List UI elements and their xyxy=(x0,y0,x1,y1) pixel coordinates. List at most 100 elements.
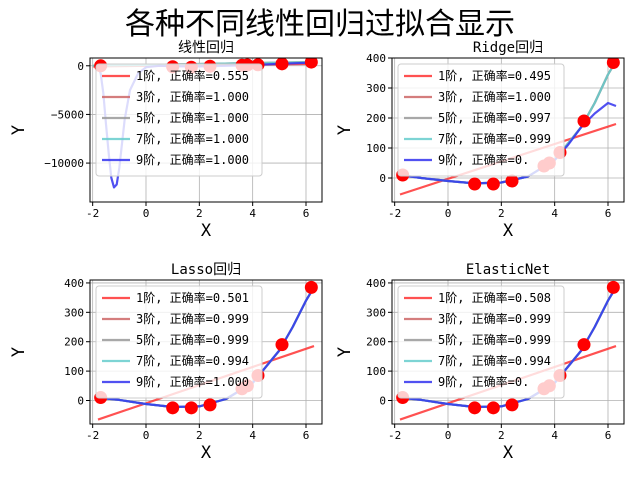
legend-label: 3阶, 正确率=0.999 xyxy=(136,311,249,326)
panel-title: ElasticNet xyxy=(466,262,550,278)
data-point xyxy=(505,398,519,412)
legend-label: 7阶, 正确率=1.000 xyxy=(136,131,249,146)
x-tick-label: 6 xyxy=(303,207,310,220)
y-axis-label: Y xyxy=(9,347,29,357)
legend-box xyxy=(95,63,263,177)
legend: 1阶, 正确率=0.501 3阶, 正确率=0.999 5阶, 正确率=0.999 7… xyxy=(95,285,263,399)
data-point xyxy=(505,174,519,188)
panel-ridge-regression: -2 0 2 4 6 0 100 200 300 400 Ridge回归 X Y 1阶, 正确率=0.49… xyxy=(335,39,625,241)
y-tick-label: 0 xyxy=(379,172,386,185)
axes-frame xyxy=(89,57,323,203)
y-tick-label: 100 xyxy=(366,142,386,155)
x-tick-label: 0 xyxy=(445,429,452,442)
x-tick-label: 6 xyxy=(303,429,310,442)
data-point xyxy=(304,58,318,69)
legend-label: 5阶, 正确率=0.999 xyxy=(136,332,249,347)
y-axis-label: Y xyxy=(335,125,355,135)
x-tick-label: 2 xyxy=(498,207,505,220)
data-point xyxy=(606,58,620,69)
legend-label: 9阶, 正确率=0. xyxy=(438,374,529,389)
legend-label: 3阶, 正确率=1.000 xyxy=(136,89,249,104)
y-tick-label: 200 xyxy=(64,336,84,349)
x-tick-label: -2 xyxy=(86,429,99,442)
x-tick-label: 2 xyxy=(498,429,505,442)
y-tick-label: 0 xyxy=(77,394,84,407)
x-tick-label: 4 xyxy=(551,429,558,442)
y-axis-label: Y xyxy=(335,347,355,357)
legend-box xyxy=(397,285,565,399)
legend-box xyxy=(95,285,263,399)
legend-label: 9阶, 正确率=1.000 xyxy=(136,152,249,167)
axes-frame xyxy=(391,57,625,203)
x-tick-label: 6 xyxy=(605,429,612,442)
x-axis-label: X xyxy=(503,221,514,241)
x-tick-label: -2 xyxy=(86,207,99,220)
x-axis-label: X xyxy=(201,443,212,463)
x-tick-label: 0 xyxy=(143,429,150,442)
series-line-5 xyxy=(399,286,617,409)
x-axis-label: X xyxy=(503,443,514,463)
panel-title: Ridge回归 xyxy=(473,39,543,56)
legend-label: 9阶, 正确率=0. xyxy=(438,152,529,167)
y-tick-label: −10000 xyxy=(44,157,84,170)
legend-label: 1阶, 正确率=0.555 xyxy=(136,68,249,83)
data-point xyxy=(468,177,482,191)
x-tick-label: 4 xyxy=(249,429,256,442)
y-tick-label: 200 xyxy=(366,336,386,349)
y-axis-label: Y xyxy=(9,125,29,135)
axes-frame xyxy=(391,279,625,425)
legend-label: 9阶, 正确率=1.000 xyxy=(136,374,249,389)
y-tick-label: 0 xyxy=(77,60,84,73)
y-tick-label: 400 xyxy=(64,277,84,290)
legend: 1阶, 正确率=0.495 3阶, 正确率=1.000 5阶, 正确率=0.997 7… xyxy=(397,63,565,177)
y-tick-label: 300 xyxy=(366,82,386,95)
x-tick-label: 2 xyxy=(196,429,203,442)
data-point xyxy=(486,401,500,415)
y-tick-label: 100 xyxy=(366,365,386,378)
legend-label: 1阶, 正确率=0.508 xyxy=(438,290,551,305)
data-point xyxy=(275,58,289,71)
legend: 1阶, 正确率=0.508 3阶, 正确率=0.999 5阶, 正确率=0.999 7… xyxy=(397,285,565,399)
data-point xyxy=(577,338,591,352)
data-point xyxy=(184,401,198,415)
panel-title: Lasso回归 xyxy=(171,261,241,278)
figure-suptitle: 各种不同线性回归过拟合显示 xyxy=(125,7,515,42)
legend-label: 7阶, 正确率=0.994 xyxy=(438,353,551,368)
x-tick-label: 4 xyxy=(551,207,558,220)
data-point xyxy=(606,280,620,294)
x-tick-label: 4 xyxy=(249,207,256,220)
x-tick-label: -2 xyxy=(388,429,401,442)
data-point xyxy=(275,338,289,352)
legend: 1阶, 正确率=0.555 3阶, 正确率=1.000 5阶, 正确率=1.000 7… xyxy=(95,63,263,177)
x-tick-label: -2 xyxy=(388,207,401,220)
panel-linear-regression: -2 0 2 4 6 0 −5000 −10000 线性回归 X Y 1阶, 正确率=0.555 3阶,… xyxy=(9,39,323,241)
legend-label: 5阶, 正确率=0.997 xyxy=(438,110,551,125)
legend-label: 1阶, 正确率=0.501 xyxy=(136,290,249,305)
data-point xyxy=(468,401,482,415)
x-tick-label: 0 xyxy=(445,207,452,220)
x-tick-label: 6 xyxy=(605,207,612,220)
legend-label: 5阶, 正确率=1.000 xyxy=(136,110,249,125)
legend-label: 7阶, 正确率=0.994 xyxy=(136,353,249,368)
data-point xyxy=(486,177,500,191)
legend-label: 1阶, 正确率=0.495 xyxy=(438,68,551,83)
data-point xyxy=(304,280,318,294)
series-line-5 xyxy=(97,286,315,409)
x-tick-label: 2 xyxy=(196,207,203,220)
data-point xyxy=(166,401,180,415)
legend-box xyxy=(397,63,565,177)
x-axis-label: X xyxy=(201,221,212,241)
y-tick-label: 0 xyxy=(379,394,386,407)
y-tick-label: 400 xyxy=(366,277,386,290)
y-tick-label: 400 xyxy=(366,52,386,65)
panel-elasticnet: -2 0 2 4 6 0 100 200 300 400 ElasticNet X Y 1阶, 正确率=0… xyxy=(335,262,625,463)
y-tick-label: 100 xyxy=(64,365,84,378)
legend-label: 3阶, 正确率=0.999 xyxy=(438,311,551,326)
panel-title: 线性回归 xyxy=(178,39,234,56)
data-point xyxy=(577,114,591,128)
panel-lasso-regression: -2 0 2 4 6 0 100 200 300 400 Lasso回归 X Y 1阶, 正确率=0.50… xyxy=(9,261,323,463)
axes-frame xyxy=(89,279,323,425)
x-tick-label: 0 xyxy=(143,207,150,220)
y-tick-label: 300 xyxy=(64,306,84,319)
